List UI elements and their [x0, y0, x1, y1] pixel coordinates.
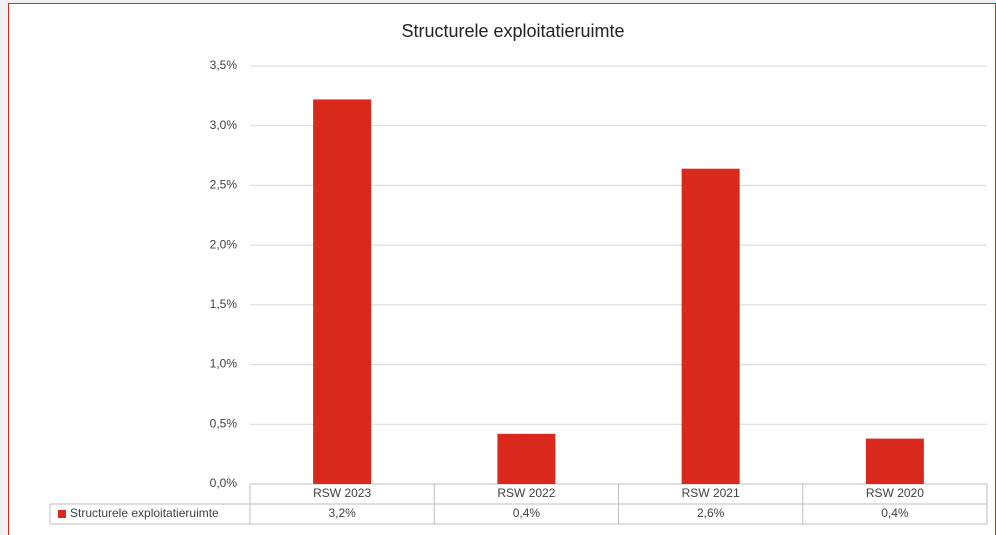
x-tick-label: RSW 2021 [682, 486, 740, 500]
bar [497, 433, 556, 484]
legend-label: Structurele exploitatieruimte [70, 506, 219, 520]
bar [313, 99, 372, 484]
y-tick-label: 3,0% [210, 118, 238, 132]
y-tick-label: 3,5% [210, 58, 238, 72]
x-tick-label: RSW 2022 [497, 486, 555, 500]
x-tick-label: RSW 2023 [313, 486, 371, 500]
y-tick-label: 1,5% [210, 297, 238, 311]
x-tick-label: RSW 2020 [866, 486, 924, 500]
chart-title: Structurele exploitatieruimte [401, 21, 624, 41]
data-label: 0,4% [881, 506, 909, 520]
legend-key [58, 510, 66, 518]
y-tick-label: 0,0% [210, 476, 238, 490]
bar [865, 438, 924, 484]
data-label: 0,4% [513, 506, 541, 520]
y-tick-label: 2,0% [210, 237, 238, 251]
data-label: 3,2% [328, 506, 356, 520]
y-tick-label: 2,5% [210, 178, 238, 192]
data-label: 2,6% [697, 506, 725, 520]
y-tick-label: 0,5% [210, 416, 238, 430]
y-tick-label: 1,0% [210, 357, 238, 371]
bar [681, 168, 740, 485]
